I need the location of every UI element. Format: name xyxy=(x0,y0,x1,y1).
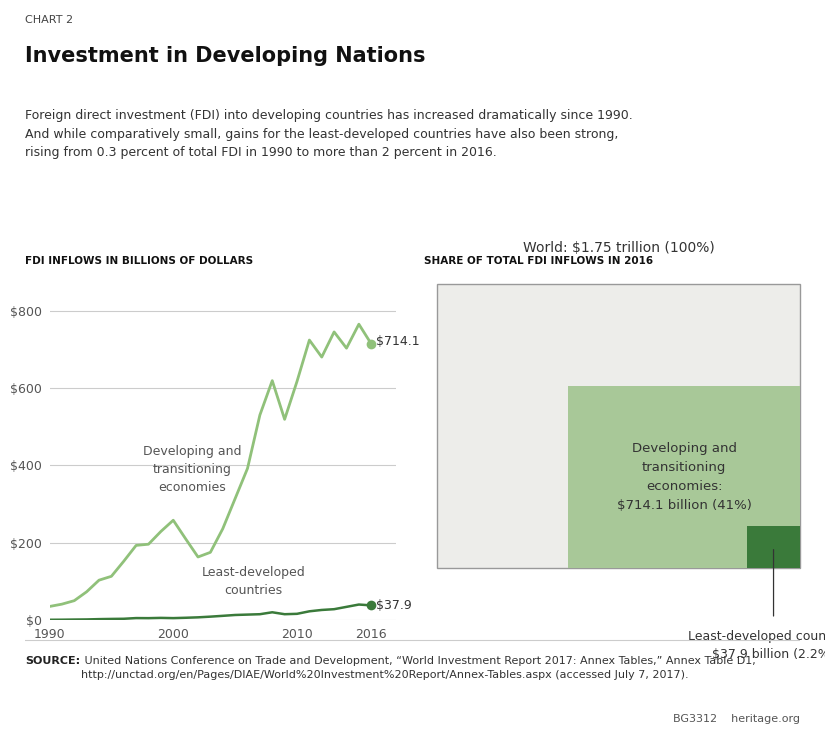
Text: SHARE OF TOTAL FDI INFLOWS IN 2016: SHARE OF TOTAL FDI INFLOWS IN 2016 xyxy=(424,256,653,267)
Text: World: $1.75 trillion (100%): World: $1.75 trillion (100%) xyxy=(523,241,714,255)
Text: Developing and
transitioning
economies: Developing and transitioning economies xyxy=(143,444,241,494)
Bar xyxy=(568,386,800,568)
Text: United Nations Conference on Trade and Development, “World Investment Report 201: United Nations Conference on Trade and D… xyxy=(81,657,756,681)
Text: $714.1: $714.1 xyxy=(376,335,420,348)
Bar xyxy=(747,526,800,568)
Text: $37.9: $37.9 xyxy=(376,599,412,612)
Text: Least-developed countries:
$37.9 billion (2.2%): Least-developed countries: $37.9 billion… xyxy=(689,630,825,661)
Text: Least-developed
countries: Least-developed countries xyxy=(202,565,305,597)
Text: BG3312    heritage.org: BG3312 heritage.org xyxy=(673,714,800,725)
Text: Developing and
transitioning
economies:
$714.1 billion (41%): Developing and transitioning economies: … xyxy=(617,442,752,512)
Text: SOURCE:: SOURCE: xyxy=(25,657,80,666)
Text: Foreign direct investment (FDI) into developing countries has increased dramatic: Foreign direct investment (FDI) into dev… xyxy=(25,109,633,159)
Text: Investment in Developing Nations: Investment in Developing Nations xyxy=(25,46,425,66)
Text: FDI INFLOWS IN BILLIONS OF DOLLARS: FDI INFLOWS IN BILLIONS OF DOLLARS xyxy=(25,256,253,267)
Text: CHART 2: CHART 2 xyxy=(25,15,73,25)
